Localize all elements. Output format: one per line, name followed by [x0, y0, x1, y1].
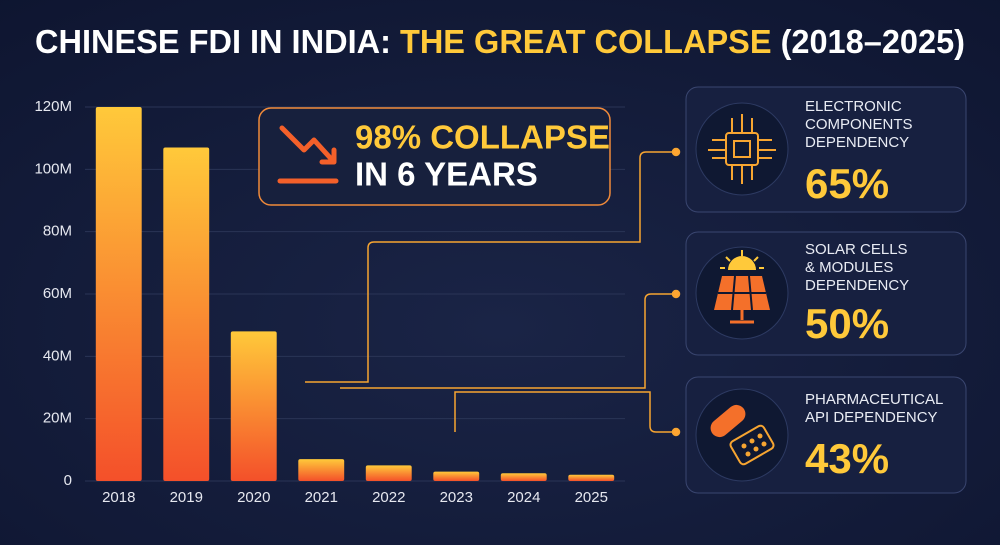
- y-tick-label: 80M: [43, 223, 72, 240]
- solar-icon: [714, 250, 770, 324]
- x-tick-label: 2019: [170, 489, 203, 506]
- connector: [454, 391, 676, 433]
- y-tick-label: 60M: [43, 285, 72, 302]
- card-label: SOLAR CELLS: [805, 241, 908, 258]
- x-tick-label: 2024: [507, 489, 540, 506]
- card-label: & MODULES: [805, 259, 893, 276]
- y-tick-label: 20M: [43, 410, 72, 427]
- connectors: [305, 147, 681, 437]
- x-tick-label: 2020: [237, 489, 270, 506]
- connector-dot: [671, 427, 681, 437]
- y-tick-label: 100M: [34, 160, 72, 177]
- title-tail: (2018–2025): [781, 23, 965, 60]
- card-label: DEPENDENCY: [805, 277, 909, 294]
- card-value: 43%: [805, 435, 889, 482]
- x-tick-label: 2023: [440, 489, 473, 506]
- title: CHINESE FDI IN INDIA: THE GREAT COLLAPSE…: [35, 23, 965, 60]
- bar: [568, 474, 615, 481]
- x-tick-label: 2021: [305, 489, 338, 506]
- down-arrow-icon: [279, 125, 337, 165]
- chip-icon: [708, 114, 776, 184]
- connector: [305, 151, 676, 383]
- pill-icon: [710, 404, 775, 466]
- bar: [433, 471, 480, 481]
- card-label: COMPONENTS: [805, 116, 913, 133]
- card-label: ELECTRONIC: [805, 98, 902, 115]
- card-value: 50%: [805, 300, 889, 347]
- card-label: DEPENDENCY: [805, 134, 909, 151]
- card-label: PHARMACEUTICAL: [805, 391, 943, 408]
- y-tick-label: 0: [64, 472, 72, 489]
- bar: [500, 473, 547, 481]
- title-lead: CHINESE FDI IN INDIA:: [35, 23, 391, 60]
- connector: [340, 293, 676, 389]
- card-value: 65%: [805, 160, 889, 207]
- bar-chart: 0 20M 40M 60M 80M 100M 120M 2018 2019 2020 2021 202…: [34, 98, 625, 506]
- callout-line2: IN 6 YEARS: [355, 156, 538, 193]
- bar: [365, 465, 412, 481]
- callout-line1: 98% COLLAPSE: [355, 119, 610, 156]
- bar: [95, 107, 142, 481]
- x-tick-label: 2025: [575, 489, 608, 506]
- bar: [163, 147, 210, 481]
- bar: [230, 331, 277, 481]
- card-label: API DEPENDENCY: [805, 409, 938, 426]
- x-tick-label: 2022: [372, 489, 405, 506]
- connector-dot: [671, 289, 681, 299]
- icon-circle: [695, 102, 789, 196]
- y-tick-label: 40M: [43, 347, 72, 364]
- bar: [298, 459, 345, 481]
- y-tick-label: 120M: [34, 98, 72, 115]
- x-tick-label: 2018: [102, 489, 135, 506]
- callout-box: [258, 107, 611, 206]
- title-highlight: THE GREAT COLLAPSE: [400, 23, 772, 60]
- connector-dot: [671, 147, 681, 157]
